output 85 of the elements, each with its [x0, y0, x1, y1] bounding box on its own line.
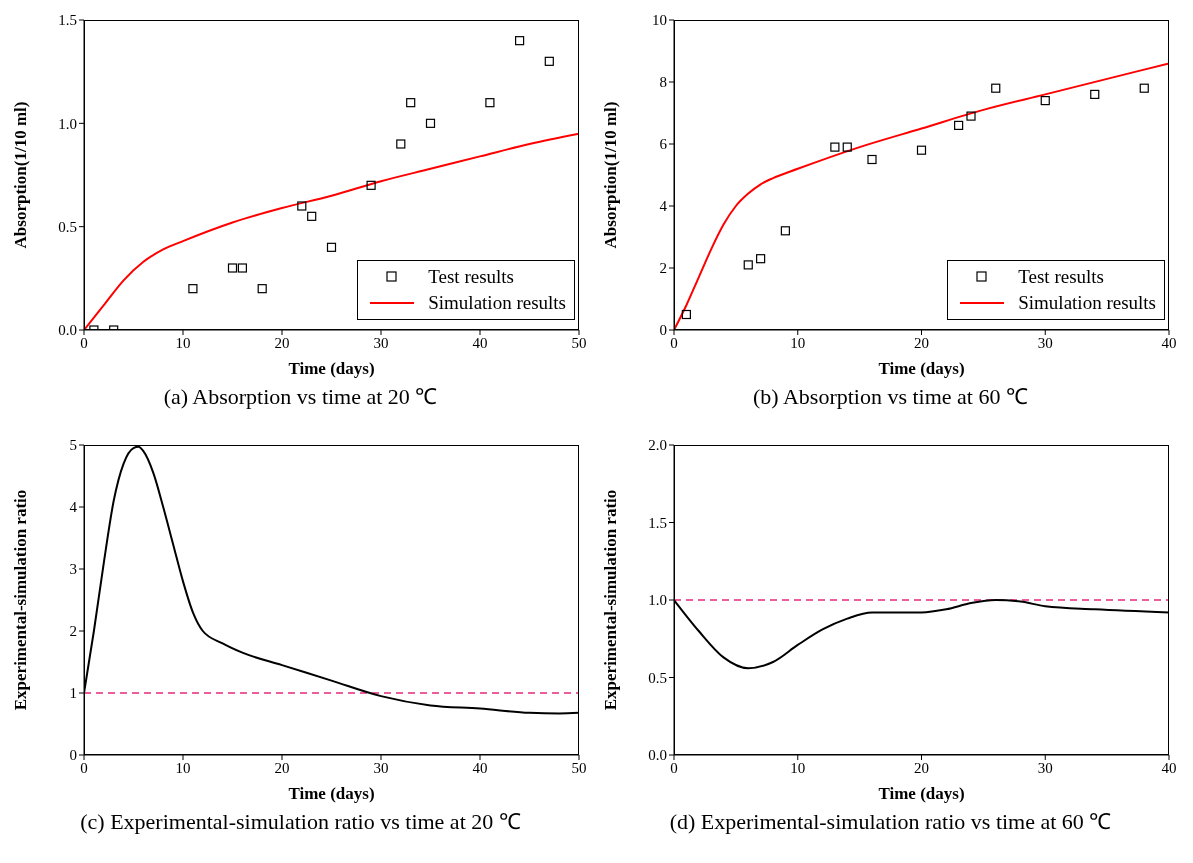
point [396, 139, 406, 149]
text: (a) Absorption vs time at 20 ℃ [162, 383, 439, 410]
x-tick-label: 20 [914, 759, 929, 776]
legend-label: Test results [428, 266, 514, 288]
y-tick-label: 1.0 [58, 115, 77, 132]
y-tick-label: 3 [69, 561, 77, 578]
y-tick-label: 1.5 [58, 12, 77, 29]
y-tick-label: 0 [659, 322, 667, 339]
point [406, 98, 416, 108]
x-tick-label: 20 [274, 334, 290, 351]
point [425, 118, 436, 128]
y-axis-title: Experimental-simulation ratio [11, 489, 31, 711]
point [867, 154, 877, 165]
x-axis-title: Time (days) [288, 359, 375, 378]
x-tick-label: 50 [571, 759, 587, 776]
x-tick-label: 30 [1037, 759, 1053, 776]
point [257, 284, 267, 294]
x-tick-label: 20 [274, 759, 290, 776]
x-tick-label: 40 [472, 759, 488, 776]
x-tick-label: 40 [1161, 759, 1177, 776]
x-tick-label: 10 [175, 334, 191, 351]
legend-label: Test results [1018, 266, 1104, 288]
x-tick-label: 0 [80, 759, 88, 776]
point [227, 263, 238, 273]
y-tick-label: 1.0 [648, 592, 667, 609]
point [1040, 96, 1050, 106]
x-tick-label: 10 [790, 759, 806, 776]
legend-label: Simulation results [1018, 292, 1156, 314]
y-tick-label: 0.5 [648, 669, 667, 686]
point [916, 145, 927, 155]
point [188, 284, 198, 294]
point [485, 98, 495, 108]
x-tick-label: 40 [472, 334, 488, 351]
point [1139, 83, 1149, 93]
y-axis-title: Absorption(1/10 ml) [601, 101, 621, 249]
y-axis-title: Experimental-simulation ratio [601, 489, 621, 711]
x-tick-label: 30 [1037, 334, 1053, 351]
point [780, 226, 790, 236]
text: (c) Experimental-simulation ratio vs time at 20 ℃ [79, 808, 522, 835]
point [991, 83, 1001, 93]
x-tick-label: 50 [571, 334, 587, 351]
point [756, 254, 766, 264]
y-tick-label: 6 [659, 136, 668, 153]
legend-label: Simulation results [428, 292, 566, 314]
x-axis-title: Time (days) [288, 784, 375, 803]
y-tick-label: 0 [69, 747, 77, 764]
point [954, 120, 964, 130]
x-axis-title: Time (days) [878, 784, 965, 803]
x-tick-label: 10 [790, 334, 806, 351]
point [681, 309, 691, 320]
point [297, 201, 307, 211]
y-tick-label: 2 [659, 260, 667, 277]
y-tick-label: 0.5 [58, 218, 77, 235]
y-tick-label: 2 [69, 623, 77, 640]
y-tick-label: 0.0 [648, 747, 667, 764]
point [544, 56, 554, 66]
x-tick-label: 10 [175, 759, 191, 776]
point [830, 142, 840, 152]
y-tick-label: 2.0 [648, 437, 667, 454]
point [515, 36, 525, 46]
point [366, 180, 376, 190]
x-axis-title: Time (days) [878, 359, 965, 378]
y-tick-label: 5 [69, 437, 77, 454]
point [307, 211, 317, 221]
y-tick-label: 10 [652, 12, 667, 29]
x-tick-label: 20 [914, 334, 929, 351]
x-tick-label: 30 [373, 759, 389, 776]
x-tick-label: 30 [373, 334, 389, 351]
x-tick-label: 40 [1161, 334, 1177, 351]
y-tick-label: 4 [69, 499, 78, 516]
point [966, 111, 976, 121]
y-tick-label: 1 [69, 685, 77, 702]
x-tick-label: 0 [80, 334, 88, 351]
y-axis-title: Absorption(1/10 ml) [11, 101, 31, 249]
y-tick-label: 4 [659, 198, 668, 215]
point [326, 242, 337, 252]
text: (d) Experimental-simulation ratio vs time at 60 ℃ [668, 808, 1113, 835]
y-tick-label: 0.0 [58, 322, 77, 339]
y-tick-label: 8 [659, 74, 667, 91]
point [1090, 89, 1100, 99]
point [842, 142, 852, 152]
point [237, 263, 247, 273]
text: (b) Absorption vs time at 60 ℃ [752, 383, 1029, 410]
point [743, 260, 753, 270]
y-tick-label: 1.5 [648, 514, 667, 531]
